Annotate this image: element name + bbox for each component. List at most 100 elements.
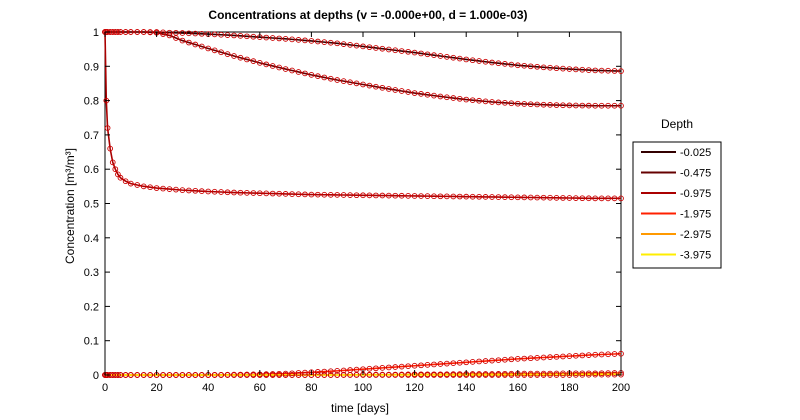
series-marker bbox=[392, 372, 399, 378]
series-marker bbox=[411, 90, 418, 96]
series-marker bbox=[392, 87, 399, 93]
series-marker bbox=[579, 371, 586, 378]
series-marker bbox=[353, 192, 360, 199]
series-marker bbox=[437, 53, 444, 59]
series-marker bbox=[540, 101, 547, 108]
series-marker bbox=[547, 102, 553, 108]
series-marker bbox=[540, 194, 547, 201]
series-marker bbox=[508, 372, 515, 378]
series-marker bbox=[321, 368, 328, 375]
series-marker bbox=[347, 79, 353, 86]
series-marker bbox=[211, 372, 218, 378]
series-marker bbox=[560, 102, 566, 109]
series-marker bbox=[269, 63, 276, 69]
series-marker bbox=[211, 47, 218, 54]
series-marker bbox=[514, 62, 521, 69]
series-marker bbox=[244, 372, 250, 378]
series-marker bbox=[579, 102, 586, 109]
series-marker bbox=[115, 29, 121, 35]
series-marker bbox=[321, 39, 328, 45]
series-marker bbox=[302, 191, 308, 198]
series-marker bbox=[547, 372, 553, 378]
series-marker bbox=[489, 59, 495, 66]
series-marker bbox=[456, 193, 463, 200]
series-marker bbox=[495, 60, 502, 67]
series-marker bbox=[166, 186, 173, 192]
series-marker bbox=[456, 359, 463, 366]
series-marker bbox=[373, 192, 379, 199]
series-marker bbox=[122, 178, 129, 185]
series-marker bbox=[218, 49, 224, 56]
series-marker bbox=[373, 83, 379, 90]
series-marker bbox=[398, 372, 405, 378]
series-marker bbox=[553, 370, 560, 377]
series-marker bbox=[618, 195, 624, 202]
series-marker bbox=[482, 58, 489, 65]
series-marker bbox=[373, 45, 379, 51]
series-marker bbox=[469, 193, 476, 200]
series-marker bbox=[411, 193, 418, 199]
y-axis-label: Concentration [m³/m³] bbox=[63, 148, 77, 264]
series-marker bbox=[605, 195, 611, 202]
series-marker bbox=[418, 193, 424, 199]
series-marker bbox=[418, 372, 424, 378]
series-marker bbox=[405, 372, 412, 378]
series-marker bbox=[244, 190, 250, 196]
series-marker bbox=[476, 97, 482, 104]
series-marker bbox=[276, 372, 283, 378]
series-marker bbox=[315, 38, 321, 45]
series-marker bbox=[366, 192, 373, 199]
series-marker bbox=[237, 189, 244, 196]
series-marker bbox=[250, 190, 257, 196]
x-tick-label: 140 bbox=[457, 382, 475, 394]
series-marker bbox=[572, 372, 579, 378]
series-marker bbox=[418, 91, 424, 97]
series-marker bbox=[134, 182, 141, 188]
y-tick-label: 0.7 bbox=[84, 130, 99, 142]
series-marker bbox=[321, 191, 328, 198]
series-marker bbox=[147, 29, 154, 36]
series-marker bbox=[347, 192, 353, 198]
series-marker bbox=[327, 368, 334, 375]
series-marker bbox=[482, 98, 489, 105]
series-marker bbox=[160, 185, 166, 192]
series-marker bbox=[476, 372, 482, 378]
series-marker bbox=[527, 194, 534, 201]
series-marker bbox=[508, 356, 515, 363]
series-marker bbox=[308, 38, 315, 44]
series-marker bbox=[579, 370, 586, 377]
series-marker bbox=[540, 372, 547, 378]
series-marker bbox=[269, 190, 276, 197]
series-marker bbox=[379, 192, 386, 199]
series-marker bbox=[244, 56, 250, 63]
x-tick-label: 0 bbox=[102, 382, 108, 394]
series-marker bbox=[334, 40, 341, 47]
plot-frame bbox=[104, 31, 622, 376]
series-marker bbox=[198, 43, 205, 50]
series-marker bbox=[527, 101, 534, 108]
series-marker bbox=[360, 192, 366, 199]
series-marker bbox=[250, 372, 257, 378]
series-marker bbox=[147, 184, 154, 191]
series-marker bbox=[127, 29, 134, 35]
series-marker bbox=[302, 369, 308, 376]
series-marker bbox=[263, 34, 270, 41]
series-marker bbox=[140, 29, 147, 35]
series-marker bbox=[560, 65, 566, 72]
series-marker bbox=[585, 67, 592, 73]
series-marker bbox=[224, 32, 231, 38]
series-marker bbox=[373, 372, 379, 378]
series-marker bbox=[444, 360, 450, 367]
series-marker bbox=[366, 365, 373, 372]
series-marker bbox=[444, 94, 450, 101]
series-marker bbox=[385, 46, 392, 53]
series-marker bbox=[360, 81, 366, 88]
series-marker bbox=[553, 102, 560, 108]
series-marker bbox=[334, 192, 341, 198]
series-marker bbox=[405, 89, 412, 95]
series-marker bbox=[379, 365, 386, 371]
series-marker bbox=[450, 372, 457, 378]
series-marker bbox=[547, 354, 553, 361]
series-marker bbox=[424, 193, 431, 199]
series-marker bbox=[437, 372, 444, 378]
